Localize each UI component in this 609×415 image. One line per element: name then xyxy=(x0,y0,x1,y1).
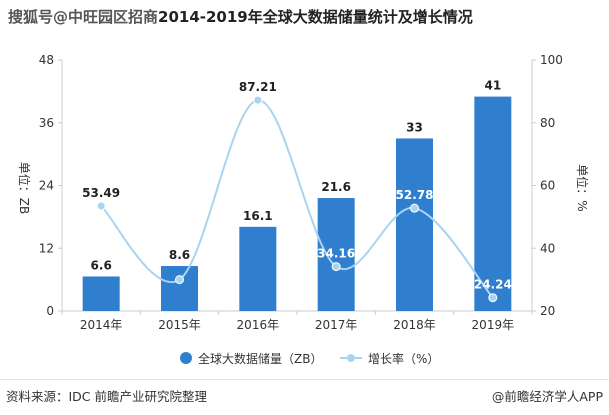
legend-bar-swatch xyxy=(180,352,192,364)
growth-point xyxy=(331,262,341,272)
growth-point xyxy=(96,201,106,211)
bar-label: 41 xyxy=(484,79,501,93)
bar-label: 6.6 xyxy=(91,258,112,272)
title-text: 2014-2019年全球大数据储量统计及增长情况 xyxy=(158,8,473,26)
chart-title: 搜狐号@中旺园区招商2014-2019年全球大数据储量统计及增长情况 xyxy=(8,6,473,27)
y-right-tick-label: 80 xyxy=(540,116,555,130)
x-tick-label: 2015年 xyxy=(158,318,201,332)
y-left-tick-label: 36 xyxy=(39,116,54,130)
x-tick-label: 2014年 xyxy=(80,318,123,332)
chart-svg: 0 12 24 36 48 20 40 60 80 100 单位：ZB 单位：% 2014年 2015年 2… xyxy=(17,53,590,366)
legend-bar-label: 全球大数据储量（ZB） xyxy=(198,351,322,366)
bar-2015年 xyxy=(161,266,198,311)
growth-label: 34.16 xyxy=(317,247,355,261)
source-text: 资料来源：IDC 前瞻产业研究院整理 xyxy=(6,389,208,404)
footer-divider xyxy=(0,379,609,380)
growth-point xyxy=(253,95,263,105)
bar-2019年 xyxy=(474,96,512,312)
x-tick-label: 2019年 xyxy=(472,318,515,332)
growth-point xyxy=(175,275,184,285)
watermark-text: 搜狐号@中旺园区招商 xyxy=(8,8,159,26)
legend-line-label: 增长率（%） xyxy=(368,351,439,366)
brand-text: @前瞻经济学人APP xyxy=(491,389,603,404)
bar-2016年 xyxy=(239,226,277,311)
bar-label: 8.6 xyxy=(169,248,190,262)
y-right-tick-label: 40 xyxy=(540,241,555,255)
growth-line xyxy=(100,99,494,299)
bar-2014年 xyxy=(82,276,120,311)
y-right-tick-label: 100 xyxy=(540,53,563,67)
bar-2017年 xyxy=(317,198,355,311)
growth-label: 87.21 xyxy=(239,80,277,94)
growth-point xyxy=(488,293,498,303)
y-left-tick-label: 48 xyxy=(39,53,54,67)
y-right-tick-label: 60 xyxy=(540,179,555,193)
bar-2018年 xyxy=(396,138,433,311)
bar-label: 33 xyxy=(406,120,423,134)
legend-line-marker xyxy=(347,354,355,362)
bar-label: 16.1 xyxy=(243,209,273,223)
y-right-axis-label: 单位：% xyxy=(575,164,590,211)
footer: 资料来源：IDC 前瞻产业研究院整理 @前瞻经济学人APP xyxy=(6,386,603,404)
y-left-tick-label: 0 xyxy=(46,304,54,318)
x-tick-label: 2016年 xyxy=(237,318,280,332)
x-tick-label: 2018年 xyxy=(393,318,436,332)
growth-point xyxy=(410,203,419,213)
y-left-axis-label: 单位：ZB xyxy=(17,162,32,214)
y-left-tick-label: 24 xyxy=(39,179,54,193)
bar-label: 21.6 xyxy=(321,180,351,194)
growth-label: 24.24 xyxy=(474,278,512,292)
growth-label: 52.78 xyxy=(396,188,434,202)
x-tick-label: 2017年 xyxy=(315,318,358,332)
y-left-tick-label: 12 xyxy=(39,241,54,255)
growth-label: 53.49 xyxy=(82,186,120,200)
y-right-tick-label: 20 xyxy=(540,304,555,318)
